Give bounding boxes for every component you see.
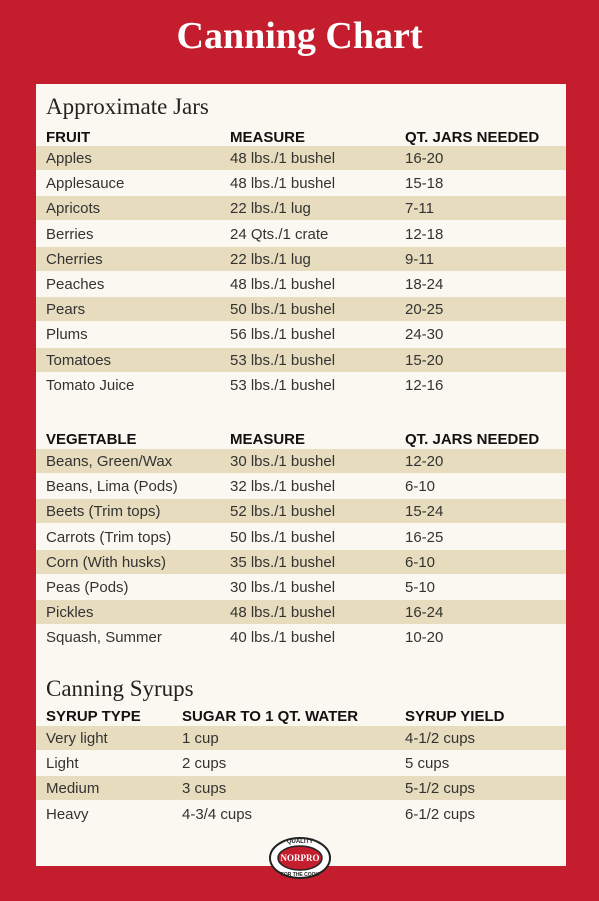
row-band bbox=[36, 776, 566, 801]
row-band bbox=[36, 549, 566, 574]
title: Canning Chart bbox=[176, 15, 423, 57]
logo: QUALITY NORPRO FOR THE COOK bbox=[269, 837, 331, 879]
logo-bottom: FOR THE COOK bbox=[281, 872, 320, 878]
table-cell: 1 cup bbox=[182, 730, 219, 747]
table-cell: Berries bbox=[46, 225, 94, 243]
table-cell: 5-1/2 cups bbox=[405, 780, 476, 798]
table-cell: 53 lbs./1 bushel bbox=[230, 376, 336, 394]
table-cell: Beans, Green/Wax bbox=[46, 453, 173, 470]
column-header: MEASURE bbox=[230, 431, 306, 448]
table-cell: 30 lbs./1 bushel bbox=[230, 453, 336, 470]
row-band bbox=[36, 246, 566, 271]
table-cell: Cherries bbox=[46, 250, 103, 268]
table-cell: Carrots (Trim tops) bbox=[46, 528, 172, 546]
table-cell: 48 lbs./1 bushel bbox=[230, 175, 336, 193]
section-heading: Canning Syrups bbox=[46, 676, 194, 701]
table-cell: Peaches bbox=[46, 276, 105, 293]
table-cell: 24 Qts./1 crate bbox=[230, 225, 329, 243]
table-cell: Heavy bbox=[46, 805, 89, 823]
table-cell: 12-18 bbox=[405, 225, 444, 243]
column-header: SUGAR TO 1 QT. WATER bbox=[182, 708, 359, 725]
row-band bbox=[36, 449, 566, 473]
table-cell: Plums bbox=[46, 326, 88, 344]
table-cell: Beets (Trim tops) bbox=[46, 503, 161, 521]
column-header: QT. JARS NEEDED bbox=[405, 129, 540, 146]
table-cell: 16-20 bbox=[405, 150, 444, 167]
table-cell: 16-24 bbox=[405, 604, 444, 622]
table-cell: 15-20 bbox=[405, 351, 444, 369]
table-cell: 40 lbs./1 bushel bbox=[230, 629, 336, 647]
row-band bbox=[36, 196, 566, 221]
table-cell: Squash, Summer bbox=[46, 629, 162, 647]
table-cell: Very light bbox=[46, 730, 108, 747]
table-cell: Peas (Pods) bbox=[46, 579, 129, 596]
table-cell: Tomatoes bbox=[46, 351, 112, 369]
table-cell: Apples bbox=[46, 150, 92, 167]
table-cell: 6-10 bbox=[405, 553, 436, 571]
table-cell: 4-1/2 cups bbox=[405, 730, 476, 747]
column-header: SYRUP TYPE bbox=[46, 708, 141, 725]
row-band bbox=[36, 600, 566, 625]
table-cell: 15-24 bbox=[405, 503, 444, 521]
table-cell: 5-10 bbox=[405, 579, 436, 596]
row-band bbox=[36, 146, 566, 170]
table-cell: 16-25 bbox=[405, 528, 444, 546]
table-cell: 48 lbs./1 bushel bbox=[230, 276, 336, 293]
table-cell: 12-20 bbox=[405, 453, 444, 470]
section-heading: Approximate Jars bbox=[46, 94, 209, 119]
table-cell: Applesauce bbox=[46, 175, 125, 193]
table-cell: 30 lbs./1 bushel bbox=[230, 579, 336, 596]
logo-top: QUALITY bbox=[287, 839, 313, 845]
table-cell: Corn (With husks) bbox=[46, 553, 167, 571]
column-header: SYRUP YIELD bbox=[405, 708, 505, 725]
table-cell: 48 lbs./1 bushel bbox=[230, 150, 336, 167]
row-band bbox=[36, 726, 566, 750]
table-cell: 4-3/4 cups bbox=[182, 805, 253, 823]
chart-panel: Approximate Jars FRUIT MEASURE QT. JARS NEE… bbox=[36, 84, 566, 866]
table-cell: Light bbox=[46, 755, 79, 773]
column-header: MEASURE bbox=[230, 129, 306, 146]
table-cell: 12-16 bbox=[405, 376, 444, 394]
table-cell: Apricots bbox=[46, 200, 101, 218]
column-header: QT. JARS NEEDED bbox=[405, 431, 540, 448]
table-cell: Beans, Lima (Pods) bbox=[46, 478, 178, 496]
table-cell: 20-25 bbox=[405, 301, 444, 319]
logo-center bbox=[277, 845, 323, 871]
table-cell: 56 lbs./1 bushel bbox=[230, 326, 336, 344]
row-band bbox=[36, 297, 566, 322]
table-cell: 53 lbs./1 bushel bbox=[230, 351, 336, 369]
table-cell: 22 lbs./1 lug bbox=[230, 200, 311, 218]
table-cell: 15-18 bbox=[405, 175, 444, 193]
table-cell: 50 lbs./1 bushel bbox=[230, 301, 336, 319]
table-cell: 24-30 bbox=[405, 326, 444, 344]
table-cell: 2 cups bbox=[182, 755, 227, 773]
table-cell: Tomato Juice bbox=[46, 376, 135, 394]
table-cell: 10-20 bbox=[405, 629, 444, 647]
table-cell: 3 cups bbox=[182, 780, 227, 798]
table-cell: 9-11 bbox=[405, 250, 434, 268]
table-cell: 6-1/2 cups bbox=[405, 805, 476, 823]
table-cell: 22 lbs./1 lug bbox=[230, 250, 311, 268]
table-cell: Medium bbox=[46, 780, 100, 798]
table-cell: 6-10 bbox=[405, 478, 436, 496]
logo-brand: NORPRO bbox=[281, 853, 320, 863]
row-band bbox=[36, 499, 566, 524]
table-cell: 50 lbs./1 bushel bbox=[230, 528, 336, 546]
table-cell: 35 lbs./1 bushel bbox=[230, 553, 336, 571]
table-cell: 32 lbs./1 bushel bbox=[230, 478, 336, 496]
column-header: VEGETABLE bbox=[46, 431, 137, 448]
row-band bbox=[36, 347, 566, 372]
table-cell: 48 lbs./1 bushel bbox=[230, 604, 336, 622]
table-cell: 7-11 bbox=[405, 200, 434, 218]
table-cell: Pears bbox=[46, 301, 86, 319]
column-header: FRUIT bbox=[46, 129, 91, 146]
table-cell: 52 lbs./1 bushel bbox=[230, 503, 336, 521]
table-cell: Pickles bbox=[46, 604, 94, 622]
table-cell: 5 cups bbox=[405, 755, 450, 773]
table-cell: 18-24 bbox=[405, 276, 444, 293]
